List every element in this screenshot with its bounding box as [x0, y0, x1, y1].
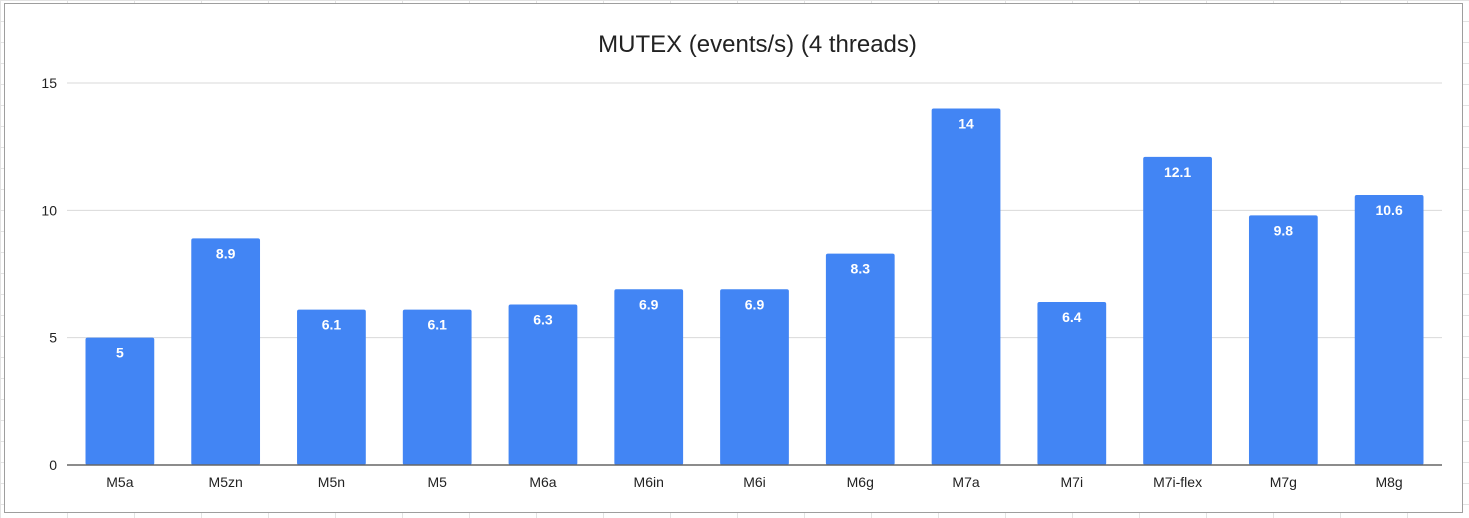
data-label: 8.9: [216, 245, 236, 261]
data-label: 6.3: [533, 312, 553, 328]
bar-m6g: [825, 253, 895, 465]
bar-chart: MUTEX (events/s) (4 threads) 0 5 10 15 5 8.9…: [41, 31, 1442, 490]
y-tick-label: 0: [49, 457, 57, 473]
y-tick-label: 5: [49, 330, 57, 346]
x-category-label: M5: [427, 474, 447, 490]
bar-m6a: [508, 304, 578, 465]
bar-m5n: [297, 309, 366, 465]
bar-m7i-flex: [1143, 156, 1212, 465]
x-axis-category-labels: M5a M5zn M5n M5 M6a M6in M6i M6g M7a M7i M7i-flex M…: [106, 474, 1402, 490]
data-label: 6.1: [427, 317, 447, 333]
data-label: 8.3: [851, 261, 871, 277]
x-category-label: M8g: [1375, 474, 1402, 490]
chart-frame: MUTEX (events/s) (4 threads) 0 5 10 15 5 8.9…: [4, 3, 1463, 513]
x-category-label: M6i: [743, 474, 766, 490]
x-category-label: M5zn: [209, 474, 243, 490]
data-label: 5: [116, 345, 124, 361]
data-label: 6.9: [639, 296, 659, 312]
chart-title: MUTEX (events/s) (4 threads): [598, 31, 917, 58]
bar-m5: [402, 309, 472, 465]
x-category-label: M7i-flex: [1153, 474, 1202, 490]
data-label: 10.6: [1375, 202, 1402, 218]
x-category-label: M7a: [952, 474, 979, 490]
data-label: 12.1: [1164, 164, 1191, 180]
bar-m7a: [931, 108, 1001, 465]
data-label: 6.9: [745, 296, 765, 312]
bar-m5zn: [191, 238, 261, 465]
data-label: 6.1: [322, 317, 342, 333]
bar-m5a: [85, 337, 155, 465]
x-category-label: M7g: [1270, 474, 1297, 490]
data-label: 9.8: [1274, 222, 1294, 238]
x-category-label: M6g: [847, 474, 874, 490]
y-axis-tick-labels: 0 5 10 15: [41, 75, 57, 473]
x-category-label: M6a: [529, 474, 556, 490]
bar-m8g: [1354, 195, 1424, 465]
data-labels: 5 8.9 6.1 6.1 6.3 6.9 6.9 8.3 14 6.4 12.1 9.8 10.6: [116, 115, 1403, 360]
x-category-label: M5a: [106, 474, 133, 490]
x-category-label: M6in: [634, 474, 664, 490]
bars: [85, 108, 1424, 465]
bar-m7g: [1248, 215, 1318, 465]
data-label: 14: [958, 115, 974, 131]
y-tick-label: 10: [41, 202, 57, 218]
y-tick-label: 15: [41, 75, 57, 91]
bar-m7i: [1037, 302, 1107, 465]
data-label: 6.4: [1062, 309, 1082, 325]
x-category-label: M5n: [318, 474, 345, 490]
bar-m6in: [614, 289, 684, 465]
x-category-label: M7i: [1061, 474, 1084, 490]
bar-m6i: [720, 289, 789, 465]
